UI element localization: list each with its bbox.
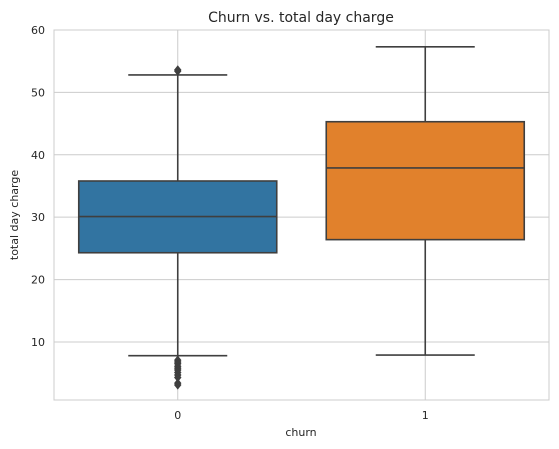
y-tick-label-30: 30 [31, 211, 45, 224]
y-tick-label-20: 20 [31, 274, 45, 287]
y-tick-label-60: 60 [31, 24, 45, 37]
y-tick-label-40: 40 [31, 149, 45, 162]
y-tick-label-50: 50 [31, 86, 45, 99]
x-tick-label-0: 0 [174, 409, 181, 422]
boxes [77, 46, 526, 390]
x-axis-label: churn [285, 426, 316, 439]
x-tick-label-1: 1 [422, 409, 429, 422]
iqr-box-1 [325, 120, 526, 241]
box-0 [77, 65, 278, 390]
y-tick-labels: 10 20 30 40 50 60 [31, 24, 45, 349]
y-tick-label-10: 10 [31, 336, 45, 349]
outlier-point-0-1 [174, 66, 182, 76]
box-1 [325, 46, 526, 356]
chart-title: Churn vs. total day charge [208, 10, 394, 26]
y-axis-label: total day charge [8, 170, 21, 260]
outlier-point-0-12 [174, 380, 182, 390]
